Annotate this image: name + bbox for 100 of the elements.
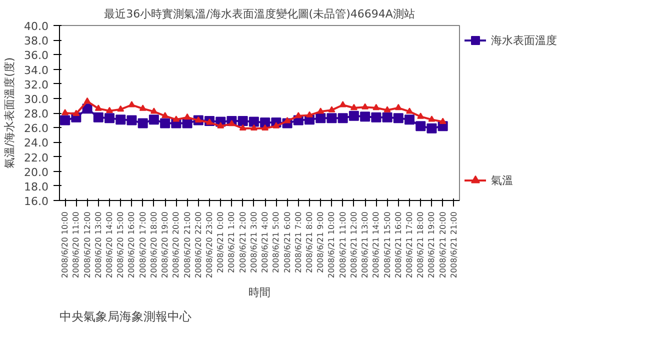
point bbox=[317, 108, 324, 114]
y-tick-label: 18.0 bbox=[24, 180, 49, 194]
x-tick-label: 2008/6/21 19:00 bbox=[427, 211, 436, 278]
point bbox=[104, 113, 114, 124]
point bbox=[339, 101, 346, 108]
y-tick-label: 22.0 bbox=[24, 151, 49, 164]
y-tick-label: 40.0 bbox=[24, 20, 49, 33]
point bbox=[148, 114, 159, 125]
point bbox=[128, 101, 136, 108]
x-tick-label: 2008/6/20 22:00 bbox=[194, 211, 203, 278]
point bbox=[217, 122, 224, 128]
x-tick-label: 2008/6/21 10:00 bbox=[327, 211, 336, 278]
point bbox=[62, 109, 69, 116]
y-tick-label: 34.0 bbox=[24, 64, 49, 77]
point bbox=[404, 114, 414, 125]
x-tick-label: 2008/6/21 2:00 bbox=[238, 211, 248, 274]
x-tick-label: 2008/6/21 11:00 bbox=[338, 211, 348, 278]
point bbox=[350, 104, 358, 110]
point bbox=[162, 112, 169, 118]
point bbox=[416, 121, 426, 132]
point bbox=[284, 117, 291, 124]
point bbox=[194, 116, 202, 123]
x-tick-label: 2008/6/21 3:00 bbox=[249, 211, 258, 274]
x-axis-title: 時間 bbox=[248, 286, 270, 300]
x-tick-label: 2008/6/21 8:00 bbox=[305, 211, 314, 274]
text: 中央氣象局海象測報中心 bbox=[60, 310, 192, 324]
point bbox=[150, 108, 158, 114]
point bbox=[384, 106, 391, 112]
point bbox=[250, 124, 258, 131]
point bbox=[106, 106, 113, 114]
x-tick-label: 2008/6/21 14:00 bbox=[372, 211, 381, 278]
legend-label: 氣溫 bbox=[491, 172, 513, 188]
y-tick-label: 38.0 bbox=[24, 34, 49, 48]
point bbox=[239, 124, 246, 131]
x-tick-label: 2008/6/21 15:00 bbox=[382, 211, 392, 278]
point bbox=[260, 117, 270, 128]
x-tick-label: 2008/6/20 17:00 bbox=[138, 211, 148, 278]
x-tick-label: 2008/6/20 12:00 bbox=[82, 211, 92, 278]
x-tick-label: 2008/6/20 18:00 bbox=[149, 211, 158, 278]
point bbox=[306, 111, 313, 118]
point bbox=[417, 112, 424, 119]
point bbox=[84, 97, 91, 104]
point bbox=[294, 112, 302, 118]
y-tick-label: 24.0 bbox=[24, 136, 49, 150]
x-tick-label: 2008/6/20 20:00 bbox=[172, 211, 181, 278]
chart-title: 最近36小時實測氣溫/海水表面溫度變化圖(未品管)46694A測站 bbox=[104, 8, 415, 20]
y-tick-label: 16.0 bbox=[24, 195, 49, 208]
point bbox=[262, 124, 269, 131]
y-tick-label: 36.0 bbox=[24, 49, 49, 62]
point bbox=[372, 104, 380, 110]
x-tick-label: 2008/6/21 9:00 bbox=[316, 211, 326, 274]
point bbox=[116, 114, 126, 125]
x-tick-label: 2008/6/21 5:00 bbox=[272, 211, 281, 274]
point bbox=[172, 116, 180, 122]
point bbox=[316, 113, 326, 124]
point bbox=[117, 105, 124, 112]
point bbox=[272, 122, 280, 128]
x-tick-label: 2008/6/21 0:00 bbox=[216, 211, 226, 274]
y-tick-label: 28.0 bbox=[24, 108, 49, 120]
point bbox=[328, 106, 336, 112]
point bbox=[348, 110, 359, 121]
point bbox=[60, 115, 70, 126]
x-tick-label: 2008/6/21 20:00 bbox=[438, 211, 448, 278]
point bbox=[393, 113, 404, 124]
point bbox=[238, 116, 248, 126]
point bbox=[428, 116, 436, 122]
x-tick-label: 2008/6/21 18:00 bbox=[416, 211, 426, 278]
x-tick-label: 2008/6/21 7:00 bbox=[294, 211, 303, 274]
point bbox=[94, 104, 102, 111]
point bbox=[138, 118, 148, 128]
x-tick-label: 2008/6/21 12:00 bbox=[349, 211, 358, 278]
x-tick-label: 2008/6/21 16:00 bbox=[394, 211, 403, 278]
point bbox=[360, 112, 370, 122]
y-tick-label: 32.0 bbox=[24, 78, 49, 92]
x-tick-label: 2008/6/20 13:00 bbox=[94, 211, 103, 278]
point bbox=[439, 118, 446, 124]
x-tick-label: 2008/6/21 1:00 bbox=[227, 211, 236, 274]
point bbox=[126, 115, 137, 126]
x-tick-label: 2008/6/20 23:00 bbox=[205, 211, 214, 278]
point bbox=[72, 110, 80, 116]
point bbox=[228, 120, 236, 126]
point bbox=[206, 118, 213, 125]
point bbox=[248, 116, 259, 127]
legend-label: 海水表面溫度 bbox=[491, 32, 557, 48]
point bbox=[338, 113, 348, 124]
x-tick-label: 2008/6/21 21:00 bbox=[449, 211, 458, 278]
point bbox=[93, 112, 104, 122]
x-tick-label: 2008/6/20 16:00 bbox=[127, 211, 136, 278]
x-tick-label: 2008/6/20 21:00 bbox=[182, 211, 192, 278]
x-tick-label: 2008/6/21 6:00 bbox=[282, 211, 292, 274]
point bbox=[406, 108, 413, 114]
point bbox=[326, 113, 337, 124]
x-tick-label: 2008/6/21 17:00 bbox=[405, 211, 414, 278]
x-tick-label: 2008/6/20 19:00 bbox=[160, 211, 170, 278]
x-tick-label: 2008/6/20 11:00 bbox=[72, 211, 81, 278]
point bbox=[139, 104, 146, 111]
point bbox=[394, 104, 402, 110]
y-tick-label: 30.0 bbox=[24, 92, 49, 106]
point bbox=[426, 123, 437, 134]
point bbox=[371, 112, 382, 122]
